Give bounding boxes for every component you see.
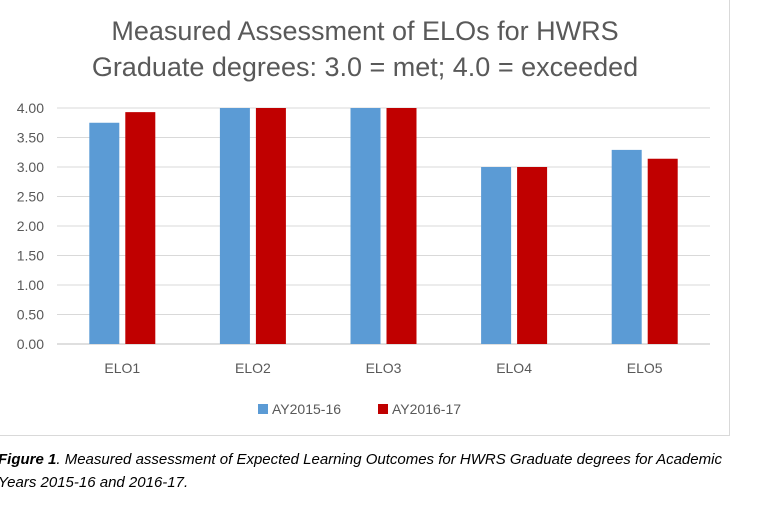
y-tick-label: 4.00 — [17, 100, 44, 116]
bar-ay2015-16-elo4 — [481, 167, 512, 344]
bar-ay2016-17-elo4 — [517, 167, 548, 344]
y-tick-label: 1.50 — [17, 248, 44, 264]
y-tick-label: 2.00 — [17, 218, 44, 234]
x-tick-label: ELO3 — [366, 360, 402, 376]
bar-ay2015-16-elo3 — [350, 108, 381, 344]
x-tick-label: ELO4 — [496, 360, 532, 376]
bar-ay2016-17-elo3 — [386, 108, 417, 344]
bar-ay2015-16-elo2 — [219, 108, 250, 344]
caption-label: Figure 1 — [0, 451, 57, 468]
y-tick-label: 2.50 — [17, 189, 44, 205]
bar-ay2016-17-elo5 — [647, 158, 678, 344]
figure-caption: Figure 1. Measured assessment of Expecte… — [0, 448, 738, 494]
legend-swatch-ay2015-16 — [258, 404, 268, 414]
legend-label: AY2015-16 — [272, 401, 341, 417]
chart-title-line-1: Measured Assessment of ELOs for HWRS — [111, 16, 618, 46]
legend-label: AY2016-17 — [392, 401, 461, 417]
y-tick-label: 1.00 — [17, 277, 44, 293]
y-tick-label: 0.50 — [17, 307, 44, 323]
caption-text: . Measured assessment of Expected Learni… — [0, 451, 722, 491]
x-tick-label: ELO1 — [104, 360, 140, 376]
bar-ay2016-17-elo2 — [255, 108, 286, 344]
bar-ay2015-16-elo1 — [89, 122, 120, 344]
bar-ay2016-17-elo1 — [125, 112, 156, 344]
bar-chart: Measured Assessment of ELOs for HWRS Gra… — [17, 16, 710, 417]
y-tick-label: 0.00 — [17, 336, 44, 352]
bar-ay2015-16-elo5 — [611, 149, 642, 344]
y-tick-label: 3.50 — [17, 130, 44, 146]
x-tick-label: ELO2 — [235, 360, 271, 376]
x-tick-label: ELO5 — [627, 360, 663, 376]
chart-container: Measured Assessment of ELOs for HWRS Gra… — [0, 0, 730, 436]
chart-title-line-2: Graduate degrees: 3.0 = met; 4.0 = excee… — [92, 52, 638, 82]
y-tick-label: 3.00 — [17, 159, 44, 175]
legend-swatch-ay2016-17 — [378, 404, 388, 414]
